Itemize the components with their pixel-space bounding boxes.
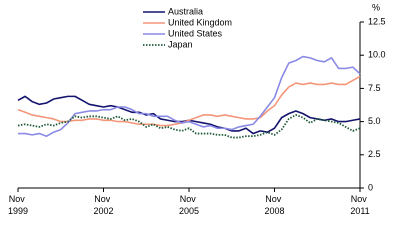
x-tick-label: Nov 2002 (93, 194, 113, 216)
y-tick-label: 2.5 (368, 149, 381, 159)
y-tick-label: 5.0 (368, 116, 381, 126)
legend-label: United States (168, 28, 223, 38)
series-line (17, 75, 361, 127)
chart: % 0 2.5 5.0 7.5 10.0 12.5 Nov 1999 Nov 2002 Nov … (8, 2, 386, 216)
series-line (18, 55, 361, 138)
x-tick-label: Nov 1999 (8, 194, 28, 216)
legend-label: United Kingdom (168, 17, 232, 27)
legend-label: Australia (168, 6, 203, 16)
y-tick-label: 7.5 (368, 83, 381, 93)
y-tick-label: 0 (368, 182, 373, 192)
legend-label: Japan (168, 39, 193, 49)
x-tick-label: Nov 2005 (179, 194, 199, 216)
series-line (17, 114, 361, 139)
x-tick-label: Nov 2011 (350, 194, 369, 216)
y-unit: % (372, 2, 380, 12)
y-tick-label: 10.0 (368, 50, 386, 60)
y-tick-label: 12.5 (368, 16, 386, 26)
x-tick-label: Nov 2008 (264, 194, 284, 216)
